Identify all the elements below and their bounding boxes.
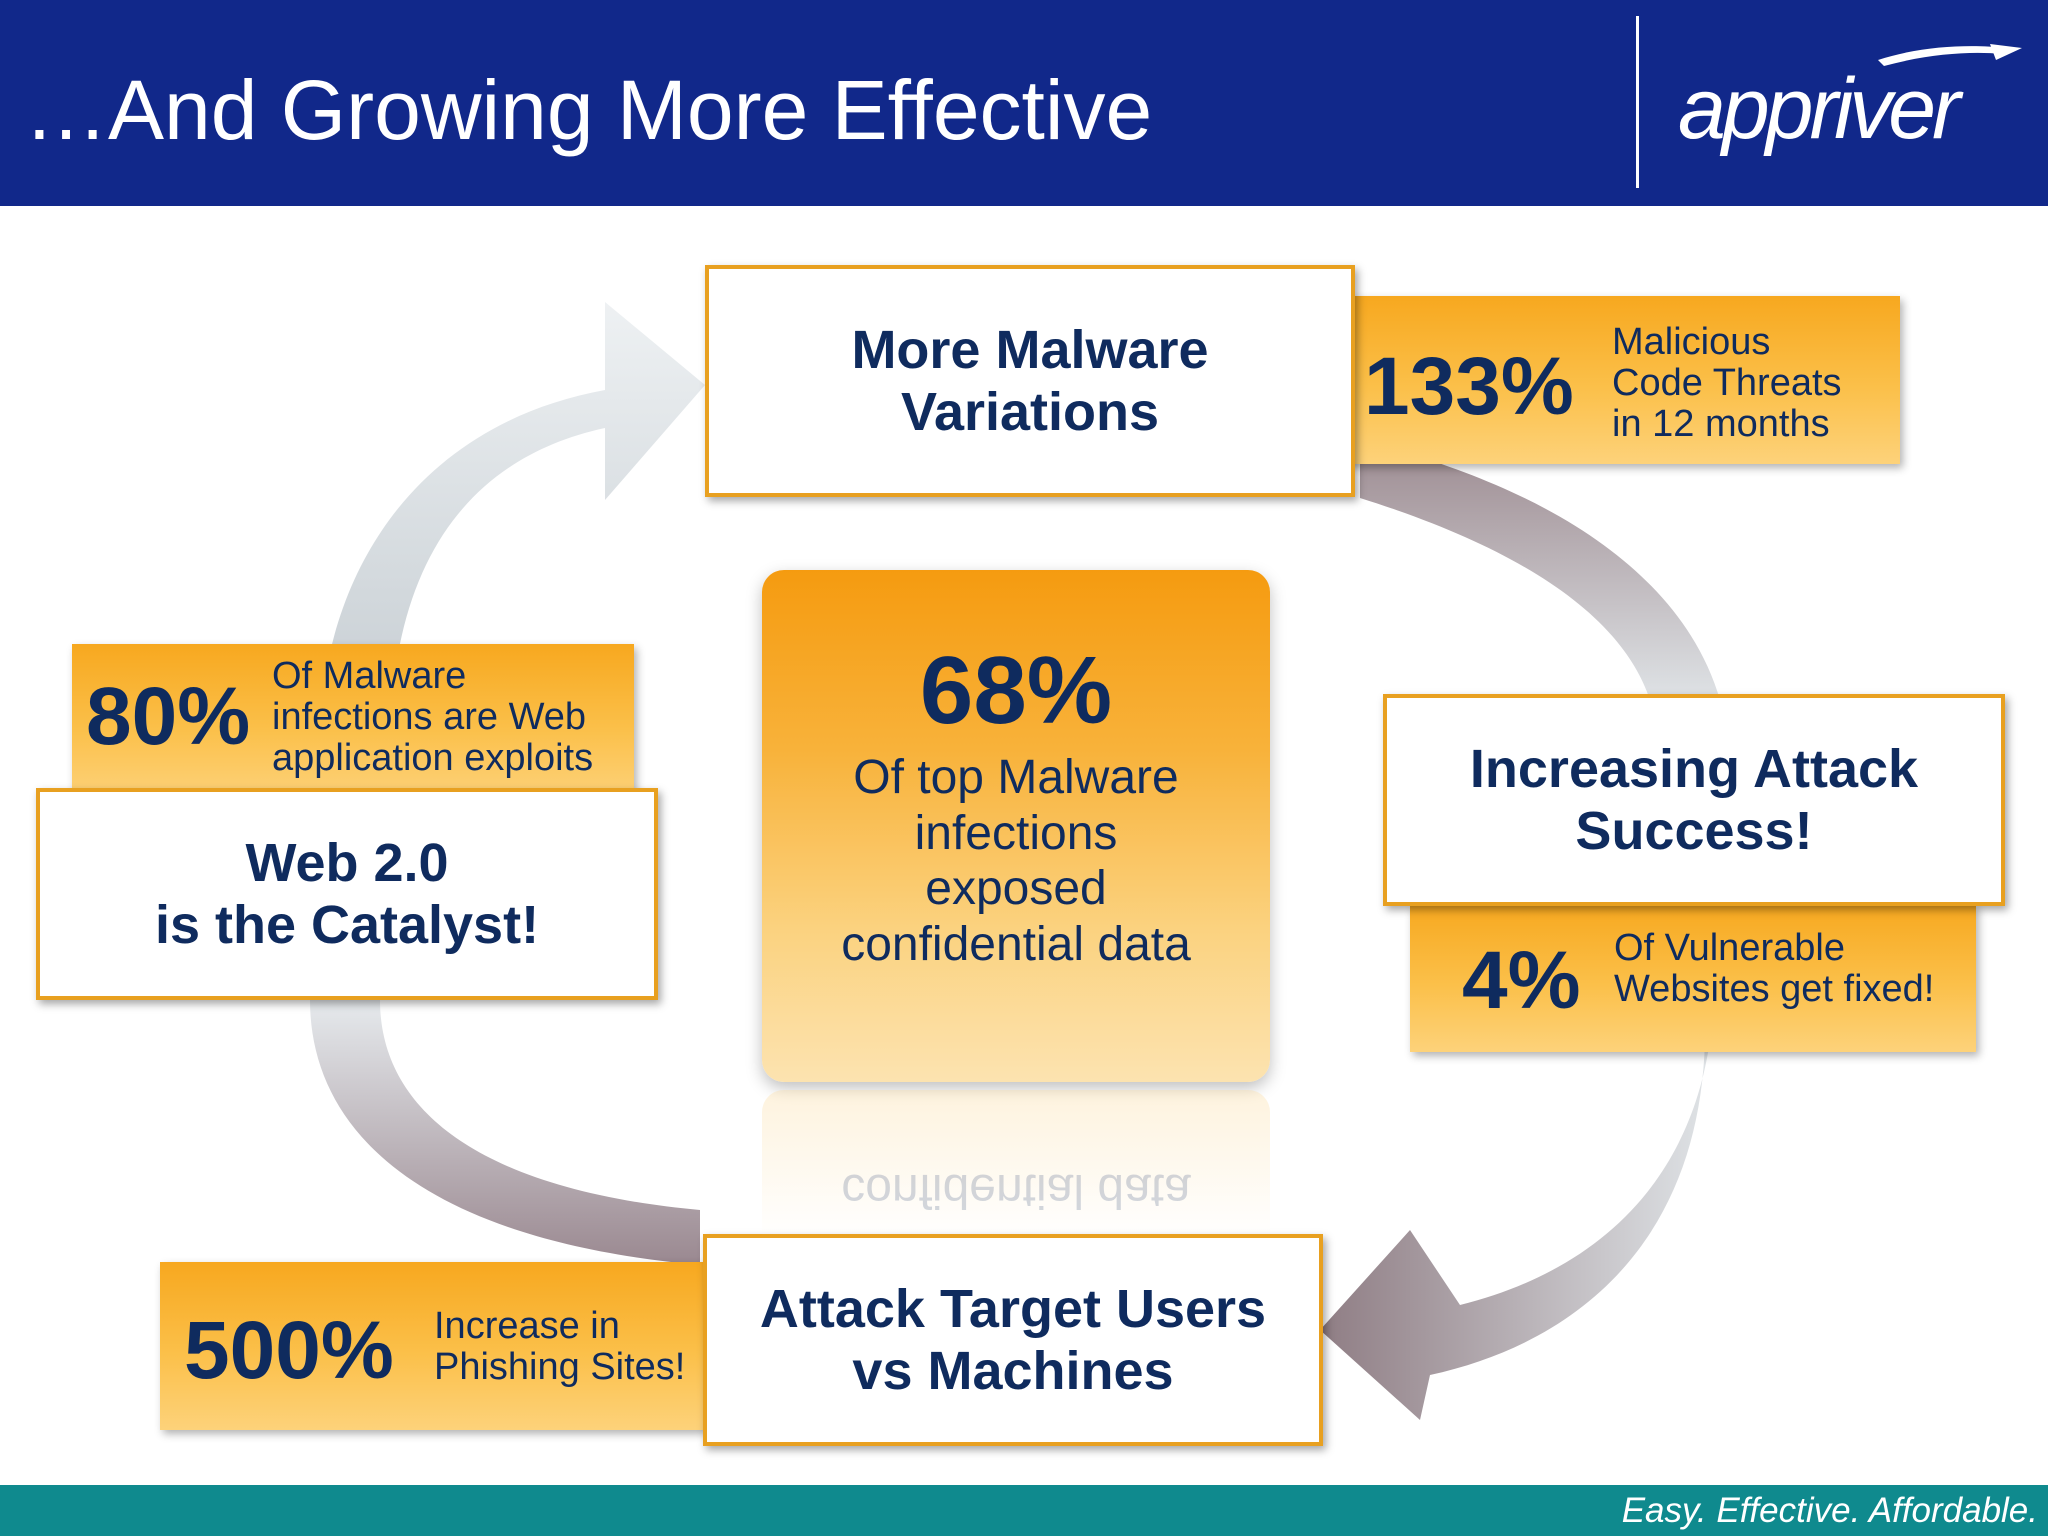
stat-box-vulnerable-websites: 4% Of Vulnerable Websites get fixed!: [1410, 904, 1976, 1052]
arrow-right-to-bottom: [1320, 1040, 1710, 1420]
center-card-reflection: confidential data: [762, 1090, 1270, 1240]
stat-text-vulnerable-websites: Of Vulnerable Websites get fixed!: [1614, 927, 1935, 1011]
stage-title: Attack Target Users vs Machines: [759, 1278, 1267, 1401]
center-stat-description: Of top Malware infections exposed confid…: [841, 751, 1191, 972]
stat-value-500: 500%: [184, 1305, 394, 1396]
stage-title: Increasing Attack Success!: [1469, 738, 1919, 861]
header-divider: [1636, 16, 1639, 188]
reflection-text: confidential data: [841, 1164, 1191, 1217]
stat-text-malicious-code: Malicious Code Threats in 12 months: [1612, 321, 1842, 446]
stage-attack-target: Attack Target Users vs Machines: [703, 1234, 1323, 1446]
stage-title-line2: is the Catalyst!: [154, 895, 540, 955]
stat-value-80: 80%: [86, 671, 251, 762]
logo-text: appriver: [1678, 61, 1964, 157]
stat-box-web-application-exploits: 80% Of Malware infections are Web applic…: [72, 644, 634, 800]
header-bar: …And Growing More Effective appriver: [0, 0, 2048, 206]
stat-value-4: 4%: [1462, 935, 1581, 1026]
appriver-logo: appriver: [1678, 44, 2022, 157]
stage-web-catalyst: Web 2.0 is the Catalyst!: [36, 788, 658, 1000]
center-stat-value: 68%: [919, 637, 1113, 744]
stat-text-web-application-exploits: Of Malware infections are Web applicatio…: [272, 655, 594, 780]
stat-text-phishing-sites: Increase in Phishing Sites!: [434, 1305, 686, 1389]
stat-box-phishing-sites: 500% Increase in Phishing Sites!: [160, 1262, 720, 1430]
arrow-top-to-right: [1360, 440, 1720, 700]
stage-more-malware-variations: More Malware Variations: [705, 265, 1355, 497]
stage-title-line1: Web 2.0: [245, 832, 449, 893]
stage-title: More Malware Variations: [851, 319, 1209, 442]
page-title: …And Growing More Effective: [24, 63, 1153, 157]
footer-bar: Easy. Effective. Affordable.: [0, 1485, 2048, 1536]
stage-increasing-attack-success: Increasing Attack Success!: [1383, 694, 2005, 906]
arrow-bottom-to-left: [310, 1000, 700, 1265]
center-stat-card: 68% Of top Malware infections exposed co…: [762, 570, 1270, 1082]
arrow-left-to-top: [322, 302, 705, 700]
stat-box-malicious-code: 133% Malicious Code Threats in 12 months: [1340, 296, 1900, 464]
stat-value-133: 133%: [1364, 341, 1574, 432]
footer-tagline: Easy. Effective. Affordable.: [1621, 1491, 2038, 1530]
